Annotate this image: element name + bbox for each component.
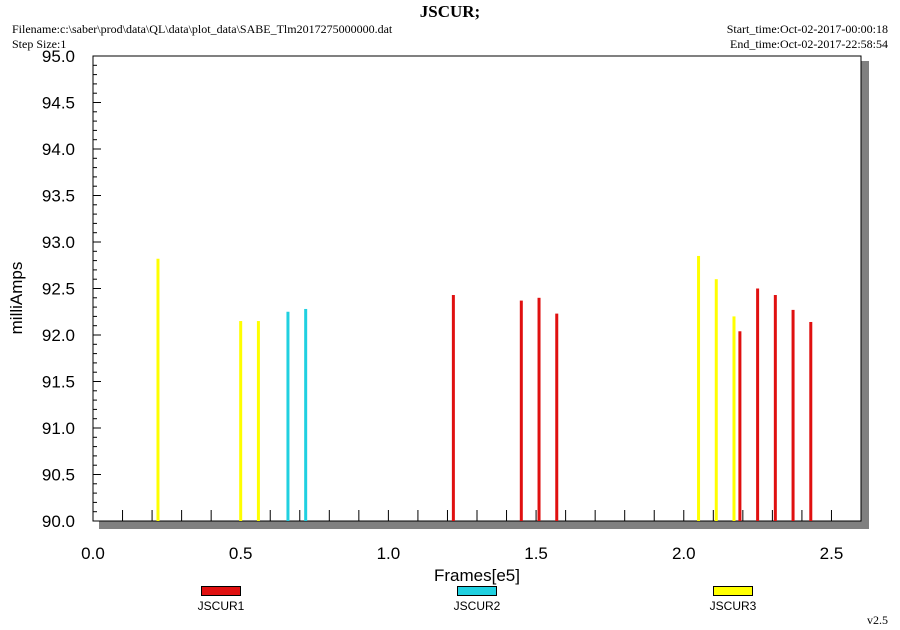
y-tick-label: 92.0 <box>42 326 75 345</box>
bar-jscur1 <box>451 295 455 521</box>
x-tick-label: 1.5 <box>524 544 548 563</box>
bar-jscur1 <box>555 313 559 521</box>
x-tick-label: 2.0 <box>672 544 696 563</box>
legend-label: JSCUR3 <box>709 599 757 613</box>
y-tick-label: 91.5 <box>42 373 75 392</box>
y-tick-label: 93.0 <box>42 233 75 252</box>
legend-item-jscur3: JSCUR3 <box>703 586 763 613</box>
legend-item-jscur1: JSCUR1 <box>191 586 251 613</box>
y-tick-label: 95.0 <box>42 47 75 66</box>
bar-jscur1 <box>537 297 541 521</box>
x-axis-label: Frames[e5] <box>434 566 520 585</box>
bar-jscur1 <box>738 331 742 521</box>
x-minor-ticks <box>122 510 832 521</box>
y-tick-label: 90.5 <box>42 466 75 485</box>
y-axis-label: milliAmps <box>7 262 26 335</box>
legend-swatch <box>457 586 497 596</box>
start-time-label: Start_time:Oct-02-2017-00:00:18 <box>726 22 888 36</box>
x-tick-label: 1.0 <box>377 544 401 563</box>
y-tick-label: 92.5 <box>42 280 75 299</box>
x-tick-label: 0.5 <box>229 544 253 563</box>
bar-jscur3 <box>697 255 701 521</box>
y-tick-label: 90.0 <box>42 512 75 531</box>
legend-label: JSCUR1 <box>197 599 245 613</box>
end-time-label: End_time:Oct-02-2017-22:58:54 <box>730 37 888 51</box>
bar-jscur2 <box>304 308 308 521</box>
legend-swatch <box>201 586 241 596</box>
chart-title: JSCUR; <box>419 2 481 21</box>
bar-jscur3 <box>732 316 736 521</box>
bar-jscur1 <box>756 288 760 521</box>
legend-item-jscur2: JSCUR2 <box>447 586 507 613</box>
y-tick-label: 93.5 <box>42 187 75 206</box>
plot-area <box>92 55 862 522</box>
filename-label: Filename:c:\saber\prod\data\QL\data\plot… <box>12 22 393 36</box>
series-bars <box>156 255 813 521</box>
step-size-label: Step Size:1 <box>12 37 67 51</box>
bar-jscur1 <box>519 300 523 521</box>
y-axis: 90.0 90.5 91.0 91.5 92.0 92.5 93.0 93.5 94.0 94.5… <box>42 47 101 531</box>
bar-jscur2 <box>286 311 290 521</box>
y-tick-label: 94.0 <box>42 140 75 159</box>
bar-jscur1 <box>773 295 777 521</box>
legend-swatch <box>713 586 753 596</box>
y-tick-label: 94.5 <box>42 94 75 113</box>
y-tick-label: 91.0 <box>42 419 75 438</box>
bar-jscur3 <box>256 321 260 521</box>
x-tick-label: 2.5 <box>820 544 844 563</box>
x-tick-label: 0.0 <box>81 544 105 563</box>
bar-jscur3 <box>156 258 160 521</box>
bar-jscur3 <box>239 321 243 521</box>
legend-label: JSCUR2 <box>453 599 501 613</box>
bar-jscur1 <box>791 309 795 521</box>
bar-jscur1 <box>809 321 813 521</box>
x-axis: 0.0 0.5 1.0 1.5 2.0 2.5 <box>81 544 843 563</box>
version-label: v2.5 <box>867 613 888 627</box>
bar-jscur3 <box>714 279 718 521</box>
